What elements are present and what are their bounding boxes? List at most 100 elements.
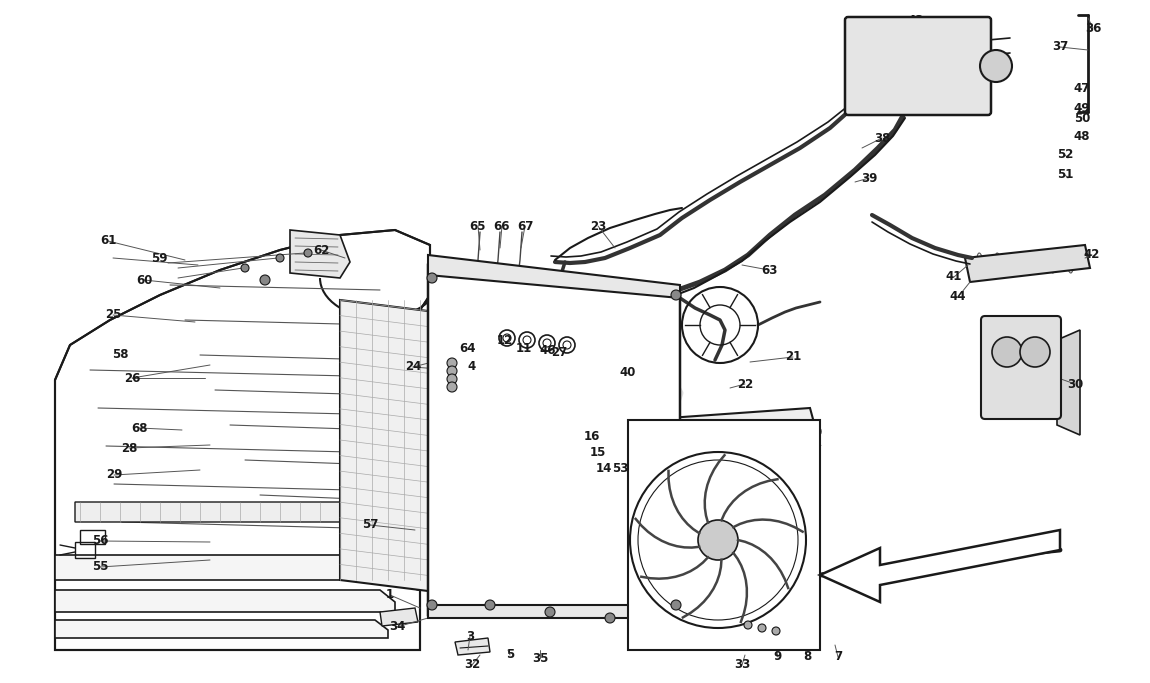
Text: 37: 37 [1052,40,1068,53]
Text: 3: 3 [466,630,474,643]
Text: 68: 68 [131,421,147,434]
Polygon shape [628,420,820,650]
Text: 47: 47 [1074,83,1090,96]
Circle shape [485,600,494,610]
Text: 11: 11 [516,342,532,354]
Text: 61: 61 [100,234,116,247]
Text: 2: 2 [486,602,494,615]
Text: 48: 48 [1074,130,1090,143]
Circle shape [992,337,1022,367]
Circle shape [670,290,681,300]
Text: 33: 33 [734,658,750,671]
Text: 24: 24 [405,361,421,374]
Text: 65: 65 [469,219,486,232]
Text: 42: 42 [1083,249,1101,262]
Text: 44: 44 [950,290,966,303]
Text: 60: 60 [136,273,152,286]
Circle shape [447,374,457,384]
Circle shape [447,366,457,376]
Circle shape [242,264,250,272]
Text: 17: 17 [769,527,787,540]
Text: 12: 12 [497,333,513,346]
Circle shape [276,254,284,262]
Text: 43: 43 [907,14,925,27]
Text: 13: 13 [751,432,767,445]
Text: 51: 51 [1057,169,1073,182]
Text: 39: 39 [861,171,877,184]
Polygon shape [641,408,820,455]
FancyBboxPatch shape [981,316,1061,419]
Text: 5: 5 [506,648,514,662]
Text: 50: 50 [1074,113,1090,126]
Text: 9: 9 [774,650,782,663]
Text: 25: 25 [105,309,121,322]
Polygon shape [75,502,385,522]
Text: 28: 28 [121,441,137,454]
Text: 36: 36 [1084,21,1102,35]
Text: 29: 29 [106,469,122,482]
Polygon shape [428,265,680,615]
Circle shape [427,600,437,610]
Polygon shape [965,245,1090,282]
Text: 30: 30 [1067,378,1083,391]
Text: 45: 45 [769,622,787,635]
Polygon shape [55,620,388,638]
Text: 55: 55 [92,561,108,574]
Circle shape [427,273,437,283]
Circle shape [1020,337,1050,367]
Text: 20: 20 [662,460,680,473]
Text: 10: 10 [807,426,823,438]
FancyBboxPatch shape [845,17,991,115]
Text: 54: 54 [787,460,803,473]
Polygon shape [290,230,350,278]
Text: 64: 64 [459,342,475,354]
Polygon shape [428,255,680,298]
Text: 46: 46 [539,344,557,357]
Text: 27: 27 [551,346,567,359]
Polygon shape [55,230,430,650]
Polygon shape [820,530,1060,602]
Text: 59: 59 [151,251,167,264]
Text: 34: 34 [389,620,405,634]
Circle shape [772,627,780,635]
Text: 22: 22 [737,378,753,391]
Circle shape [980,50,1012,82]
Circle shape [304,249,312,257]
Text: 1: 1 [386,589,394,602]
Circle shape [744,621,752,629]
Circle shape [447,382,457,392]
Polygon shape [1057,330,1080,435]
Text: 18: 18 [706,473,722,486]
Circle shape [605,613,615,623]
Text: 66: 66 [493,219,511,232]
Text: 63: 63 [761,264,777,277]
Text: 62: 62 [313,244,329,257]
Circle shape [260,275,270,285]
Text: 58: 58 [112,348,129,361]
Text: 31: 31 [1028,378,1044,391]
Text: 4: 4 [468,359,476,372]
Polygon shape [340,300,500,600]
Text: 49: 49 [1074,102,1090,115]
Text: 40: 40 [620,365,636,378]
Circle shape [447,358,457,368]
Text: 15: 15 [590,447,606,460]
Circle shape [670,600,681,610]
Text: 41: 41 [945,270,963,283]
Polygon shape [380,608,417,626]
Text: 56: 56 [92,535,108,548]
Text: 67: 67 [516,219,534,232]
Text: 38: 38 [874,132,890,145]
Text: 6: 6 [754,505,762,518]
Text: 8: 8 [803,650,811,663]
Text: 26: 26 [124,372,140,385]
Text: 23: 23 [590,219,606,232]
Text: 14: 14 [596,462,612,475]
Text: 35: 35 [531,652,549,665]
Polygon shape [55,555,390,580]
Polygon shape [55,590,394,612]
Text: 52: 52 [1057,148,1073,161]
Circle shape [545,607,555,617]
Polygon shape [455,638,490,655]
Text: 21: 21 [784,350,802,363]
